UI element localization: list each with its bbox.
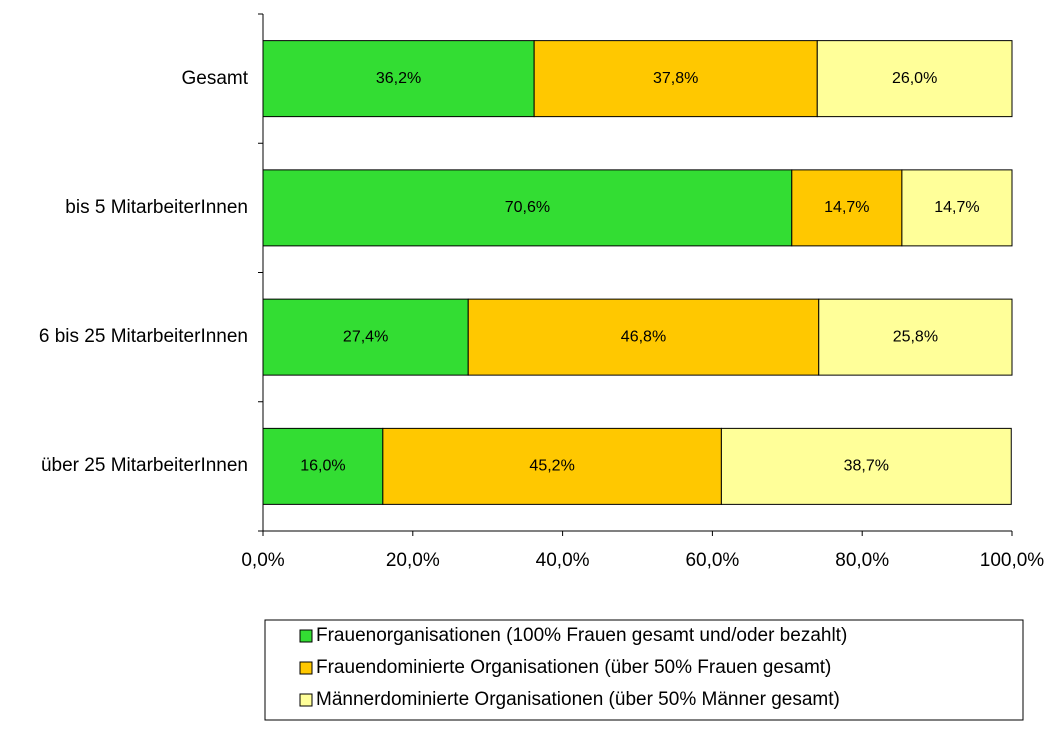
y-tick-label: Gesamt — [181, 67, 248, 89]
legend-label: Frauenorganisationen (100% Frauen gesamt… — [316, 625, 847, 646]
data-label: 25,8% — [893, 328, 938, 345]
bar-segment — [262, 40, 535, 118]
x-tick-label: 20,0% — [386, 550, 440, 571]
data-label: 14,7% — [934, 199, 979, 216]
x-tick-label: 60,0% — [685, 550, 739, 571]
y-tick-label: über 25 MitarbeiterInnen — [40, 455, 248, 477]
bar-segment — [791, 169, 903, 247]
bar-segment — [262, 298, 469, 376]
data-label: 26,0% — [892, 70, 937, 87]
legend-label: Männerdominierte Organisationen (über 50… — [316, 689, 840, 710]
bar-segment — [816, 40, 1013, 118]
bar-segment — [818, 298, 1013, 376]
bar-segment — [262, 427, 384, 505]
data-label: 37,8% — [653, 70, 698, 87]
bar-segment — [901, 169, 1013, 247]
data-label: 16,0% — [300, 458, 345, 475]
x-tick-label: 0,0% — [241, 550, 284, 571]
data-label: 27,4% — [343, 328, 388, 345]
data-label: 70,6% — [505, 199, 550, 216]
legend-label: Frauendominierte Organisationen (über 50… — [316, 657, 831, 678]
y-tick-label: 6 bis 25 MitarbeiterInnen — [38, 326, 248, 348]
y-tick-label: bis 5 MitarbeiterInnen — [65, 196, 248, 218]
x-tick-label: 80,0% — [835, 550, 889, 571]
legend-swatch — [299, 693, 313, 707]
bar-segment — [382, 427, 722, 505]
bar-segment — [720, 427, 1012, 505]
data-label: 45,2% — [529, 458, 574, 475]
legend-swatch — [299, 629, 313, 643]
legend-box — [264, 619, 1024, 721]
bar-segment — [533, 40, 818, 118]
data-label: 46,8% — [621, 328, 666, 345]
data-label: 38,7% — [844, 458, 889, 475]
legend-swatch — [299, 661, 313, 675]
x-tick-label: 100,0% — [980, 550, 1045, 571]
x-tick-label: 40,0% — [536, 550, 590, 571]
bar-segment — [262, 169, 793, 247]
data-label: 36,2% — [376, 70, 421, 87]
data-label: 14,7% — [824, 199, 869, 216]
